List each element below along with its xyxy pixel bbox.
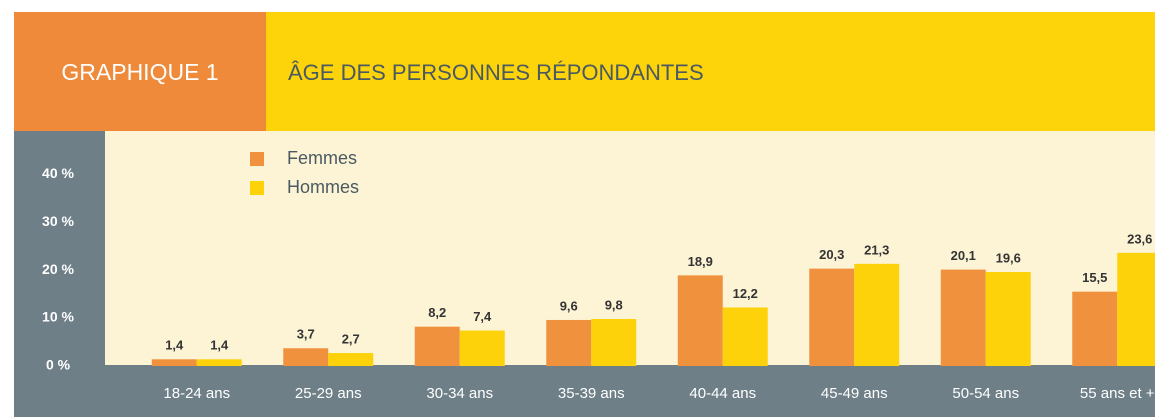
bar <box>809 268 855 366</box>
x-tick-label: 35-39 ans <box>558 385 625 402</box>
bar <box>1072 291 1118 366</box>
bar <box>459 330 505 366</box>
bar <box>722 307 768 366</box>
x-tick-label: 40-44 ans <box>689 385 756 402</box>
legend-label: Hommes <box>287 177 359 197</box>
data-label: 12,2 <box>733 286 758 301</box>
bar <box>328 353 374 366</box>
label-box <box>14 12 266 131</box>
y-tick-label: 10 % <box>42 309 74 325</box>
bar <box>546 319 592 366</box>
bar <box>283 348 329 366</box>
bar <box>151 359 197 366</box>
data-label: 7,4 <box>473 309 492 324</box>
data-label: 21,3 <box>864 242 889 257</box>
legend-swatch <box>250 181 264 195</box>
legend-swatch <box>250 152 264 166</box>
x-axis-panel <box>105 365 1155 417</box>
x-tick-label: 50-54 ans <box>952 385 1019 402</box>
legend-label: Femmes <box>287 148 357 168</box>
bar <box>196 359 242 366</box>
x-tick-label: 30-34 ans <box>426 385 493 402</box>
data-label: 9,8 <box>605 297 623 312</box>
bar <box>591 319 637 366</box>
y-tick-label: 30 % <box>42 213 74 229</box>
y-tick-label: 40 % <box>42 165 74 181</box>
data-label: 1,4 <box>165 338 184 353</box>
data-label: 15,5 <box>1082 270 1107 285</box>
bar <box>854 263 900 366</box>
chart-title: ÂGE DES PERSONNES RÉPONDANTES <box>288 60 704 85</box>
x-tick-label: 45-49 ans <box>821 385 888 402</box>
bar <box>1117 252 1155 366</box>
bar <box>940 269 986 366</box>
x-tick-label: 25-29 ans <box>295 385 362 402</box>
title-box <box>266 12 1155 131</box>
bar <box>677 275 723 366</box>
x-tick-label: 55 ans et + <box>1080 385 1155 402</box>
bar <box>985 272 1031 366</box>
data-label: 8,2 <box>428 305 446 320</box>
y-axis-panel <box>14 131 105 417</box>
data-label: 19,6 <box>996 250 1021 265</box>
chart-label: GRAPHIQUE 1 <box>61 59 218 85</box>
data-label: 20,3 <box>819 247 844 262</box>
bar <box>414 326 460 366</box>
data-label: 18,9 <box>688 254 713 269</box>
x-tick-label: 18-24 ans <box>163 385 230 402</box>
data-label: 1,4 <box>210 338 229 353</box>
data-label: 20,1 <box>951 248 976 263</box>
y-tick-label: 0 % <box>46 357 71 373</box>
data-label: 3,7 <box>297 327 315 342</box>
data-label: 9,6 <box>560 298 578 313</box>
data-label: 2,7 <box>342 331 360 346</box>
y-tick-label: 20 % <box>42 261 74 277</box>
data-label: 23,6 <box>1127 231 1152 246</box>
